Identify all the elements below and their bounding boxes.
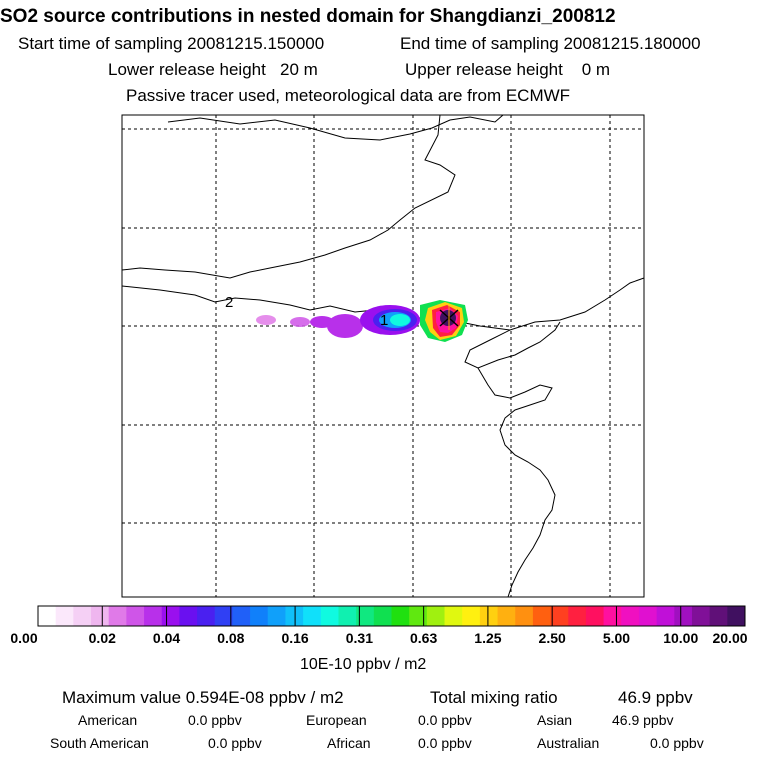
colorbar-tick-label: 0.31 <box>345 630 373 646</box>
colorbar-swatch <box>674 606 693 626</box>
max-value-label: Maximum value 0.594E-08 ppbv / m2 <box>62 688 344 707</box>
chart-title: SO2 source contributions in nested domai… <box>0 6 616 27</box>
coast-bohai <box>464 321 561 369</box>
region-value-american: 0.0 ppbv <box>188 712 242 728</box>
colorbar-swatch <box>638 606 658 626</box>
region-name-american: American <box>78 712 138 728</box>
colorbar-swatch <box>267 606 286 626</box>
border-north <box>167 114 504 141</box>
colorbar-swatch <box>73 606 92 626</box>
end-time-label: End time of sampling 20081215.180000 <box>400 34 701 53</box>
plume-marker-1: 1 <box>380 312 388 329</box>
colorbar-swatch <box>126 606 145 626</box>
colorbar-swatch <box>444 606 463 626</box>
colorbar-swatch <box>462 606 481 626</box>
colorbar-swatch <box>568 606 587 626</box>
colorbar-swatch <box>532 606 552 626</box>
colorbar-swatch <box>144 606 163 626</box>
colorbar-swatch <box>232 606 251 626</box>
colorbar-swatch <box>214 606 233 626</box>
total-mixing-label: Total mixing ratio <box>430 688 558 707</box>
coastlines <box>121 114 645 598</box>
border-east-spur <box>121 114 456 279</box>
region-name-australian: Australian <box>537 735 600 751</box>
colorbar-swatch <box>285 606 304 626</box>
colorbar-tick-label: 0.16 <box>281 630 309 646</box>
region-name-asian: Asian <box>537 712 573 728</box>
colorbar-tick-label: 10.00 <box>663 630 699 646</box>
colorbar-tick-label: 1.25 <box>474 630 502 646</box>
colorbar-units: 10E-10 ppbv / m2 <box>300 656 427 673</box>
colorbar-swatch <box>108 606 127 626</box>
colorbar-swatch <box>515 606 534 626</box>
grid-lines <box>122 115 644 597</box>
region-value-australian: 0.0 ppbv <box>650 735 704 751</box>
plume-cell <box>290 317 310 327</box>
colorbar-swatch <box>161 606 180 626</box>
colorbar-swatch <box>409 606 428 626</box>
colorbar-swatch <box>691 606 711 626</box>
colorbar-swatch <box>603 606 622 626</box>
plume <box>256 300 468 342</box>
colorbar-swatch <box>320 606 339 626</box>
colorbar-swatch <box>550 606 569 626</box>
colorbar-tick-label: 20.00 <box>712 630 748 646</box>
colorbar-swatch <box>656 606 675 626</box>
region-name-african: African <box>327 735 371 751</box>
colorbar-frame <box>37 605 746 627</box>
upper-release-label: Upper release height 0 m <box>405 60 611 79</box>
plume-marker-2: 2 <box>225 294 233 311</box>
colorbar-tick-label: 0.04 <box>152 630 181 646</box>
colorbar-swatch <box>479 606 499 626</box>
plume-cell <box>327 314 363 338</box>
region-value-african: 0.0 ppbv <box>418 735 472 751</box>
colorbar-swatch <box>303 606 322 626</box>
colorbar-swatch <box>391 606 410 626</box>
colorbar-tick-label: 0.08 <box>217 630 245 646</box>
region-name-south-american: South American <box>50 735 149 751</box>
colorbar-swatch <box>709 606 728 626</box>
colorbar-tick-label: 0.00 <box>10 630 38 646</box>
colorbar-tick-label: 5.00 <box>602 630 631 646</box>
colorbar-swatch <box>91 606 110 626</box>
region-value-asian: 46.9 ppbv <box>612 712 674 728</box>
map-frame <box>121 114 645 598</box>
plume-cell <box>256 315 276 325</box>
colorbar <box>38 606 746 626</box>
region-value-european: 0.0 ppbv <box>418 712 472 728</box>
colorbar-swatch <box>497 606 516 626</box>
coast-shandong <box>477 367 556 598</box>
colorbar-swatch <box>250 606 269 626</box>
total-mixing-value: 46.9 ppbv <box>618 688 693 707</box>
colorbar-tick-label: 0.02 <box>88 630 116 646</box>
colorbar-swatch <box>727 606 746 626</box>
start-time-label: Start time of sampling 20081215.150000 <box>18 34 325 53</box>
colorbar-swatch <box>585 606 605 626</box>
tracer-note: Passive tracer used, meteorological data… <box>126 86 571 105</box>
plume-cell <box>390 314 410 326</box>
colorbar-swatch <box>621 606 640 626</box>
colorbar-swatch <box>338 606 357 626</box>
colorbar-swatch <box>179 606 198 626</box>
colorbar-swatch <box>197 606 216 626</box>
lower-release-label: Lower release height 20 m <box>108 60 318 79</box>
region-name-european: European <box>306 712 367 728</box>
colorbar-tick-label: 2.50 <box>538 630 566 646</box>
colorbar-swatch <box>38 606 57 626</box>
colorbar-swatch <box>356 606 375 626</box>
region-value-south-american: 0.0 ppbv <box>208 735 262 751</box>
colorbar-swatch <box>373 606 392 626</box>
colorbar-tick-label: 0.63 <box>410 630 438 646</box>
colorbar-swatch <box>55 606 74 626</box>
colorbar-swatch <box>426 606 446 626</box>
